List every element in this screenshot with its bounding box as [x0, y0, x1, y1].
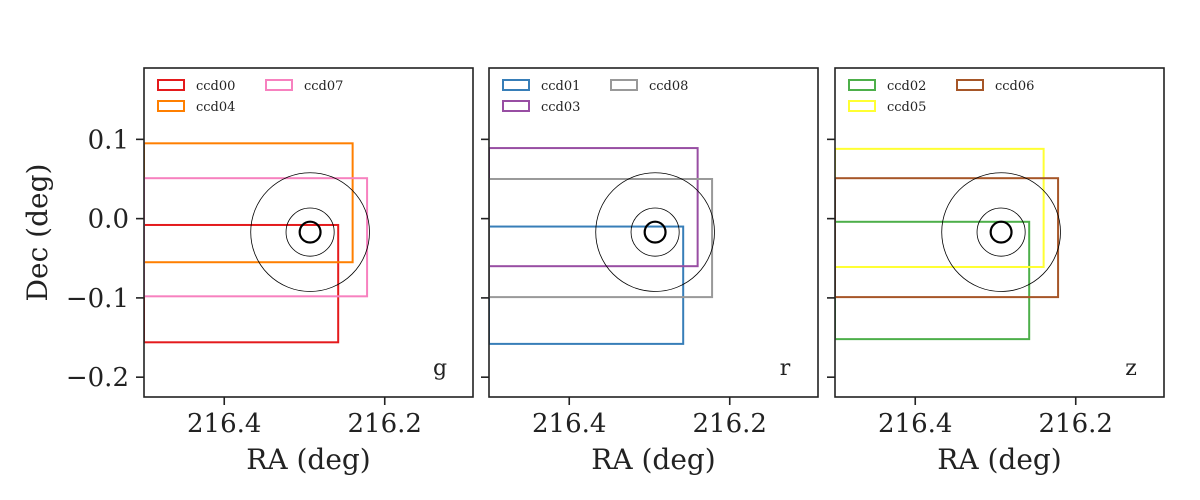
legend-item-ccd01: ccd01: [502, 79, 580, 94]
target-circle-1: [595, 172, 715, 292]
ccd-footprint-ccd01: [489, 225, 685, 345]
target-circle-3: [298, 220, 322, 244]
x-tick-label: 216.4: [187, 409, 261, 439]
legend-item-ccd03: ccd03: [502, 100, 580, 115]
legend-item-ccd02: ccd02: [848, 79, 926, 94]
y-tick-label: 0.1: [88, 125, 129, 155]
legend-item-ccd08: ccd08: [610, 79, 688, 94]
legend: ccd01 ccd03 ccd08: [502, 79, 688, 115]
x-axis-label: RA (deg): [246, 443, 370, 476]
ccd-footprint-ccd04: [144, 142, 354, 264]
y-axis-label: Dec (deg): [21, 164, 54, 302]
y-tick-label: 0.0: [88, 205, 129, 235]
legend-swatch: [610, 79, 638, 91]
legend-swatch: [848, 79, 876, 91]
legend-label: ccd02: [887, 79, 926, 94]
plot-area: [144, 142, 370, 344]
x-tick-label: 216.2: [693, 409, 767, 439]
x-tick-label: 216.4: [532, 409, 606, 439]
y-tick-label: −0.2: [66, 363, 129, 393]
legend-item-ccd00: ccd00: [157, 79, 235, 94]
legend-label: ccd04: [196, 100, 235, 115]
legend-label: ccd03: [541, 100, 580, 115]
panel-g: 216.4 216.2 0.1 0.0 −0.1 −0.2 RA (deg) Dec (deg…: [21, 67, 474, 476]
x-tick-label: 216.2: [1039, 409, 1113, 439]
ccd-footprint-ccd06: [835, 177, 1060, 299]
legend-label: ccd06: [995, 79, 1034, 94]
band-label: g: [433, 356, 447, 381]
target-circle-2: [285, 207, 335, 257]
x-tick-label: 216.4: [878, 409, 952, 439]
plot-area: [489, 147, 715, 345]
legend: ccd02 ccd05 ccd06: [848, 79, 1034, 115]
legend-label: ccd00: [196, 79, 235, 94]
legend-label: ccd01: [541, 79, 580, 94]
legend-label: ccd05: [887, 100, 926, 115]
ccd-footprint-ccd00: [144, 223, 340, 344]
axes-frame: [488, 67, 819, 398]
x-tick-label: 216.2: [348, 409, 422, 439]
ccd-footprint-ccd03: [489, 147, 699, 268]
legend-swatch: [157, 79, 185, 91]
target-circle-1: [941, 172, 1061, 292]
x-axis-label: RA (deg): [591, 443, 715, 476]
y-tick-label: −0.1: [66, 284, 129, 314]
ccd-footprint-ccd07: [144, 177, 369, 298]
legend-swatch: [956, 79, 984, 91]
x-axis-label: RA (deg): [937, 443, 1061, 476]
legend-item-ccd04: ccd04: [157, 100, 235, 115]
axes-frame: [143, 67, 474, 398]
target-circle-2: [630, 207, 680, 257]
band-label: r: [780, 356, 791, 381]
target-circle-2: [976, 207, 1026, 257]
axes-frame: [834, 67, 1165, 398]
target-circle-3: [643, 220, 667, 244]
legend-swatch: [157, 100, 185, 112]
ccd-footprint-ccd08: [489, 177, 714, 299]
legend: ccd00 ccd04 ccd07: [157, 79, 343, 115]
legend-swatch: [848, 100, 876, 112]
legend-swatch: [502, 79, 530, 91]
legend-item-ccd06: ccd06: [956, 79, 1034, 94]
ccd-footprint-ccd02: [835, 220, 1031, 341]
target-circle-3: [989, 220, 1013, 244]
band-label: z: [1125, 356, 1137, 381]
panel-z: 216.4 216.2 RA (deg) z ccd02 ccd05 ccd06: [827, 67, 1165, 476]
plot-area: [835, 147, 1061, 341]
legend-label: ccd07: [304, 79, 343, 94]
panel-r: 216.4 216.2 RA (deg) r ccd01 ccd03 ccd08: [481, 67, 819, 476]
ccd-footprint-ccd05: [835, 147, 1045, 268]
legend-swatch: [502, 100, 530, 112]
legend-label: ccd08: [649, 79, 688, 94]
target-circle-1: [250, 172, 370, 292]
legend-item-ccd07: ccd07: [265, 79, 343, 94]
legend-swatch: [265, 79, 293, 91]
legend-item-ccd05: ccd05: [848, 100, 926, 115]
